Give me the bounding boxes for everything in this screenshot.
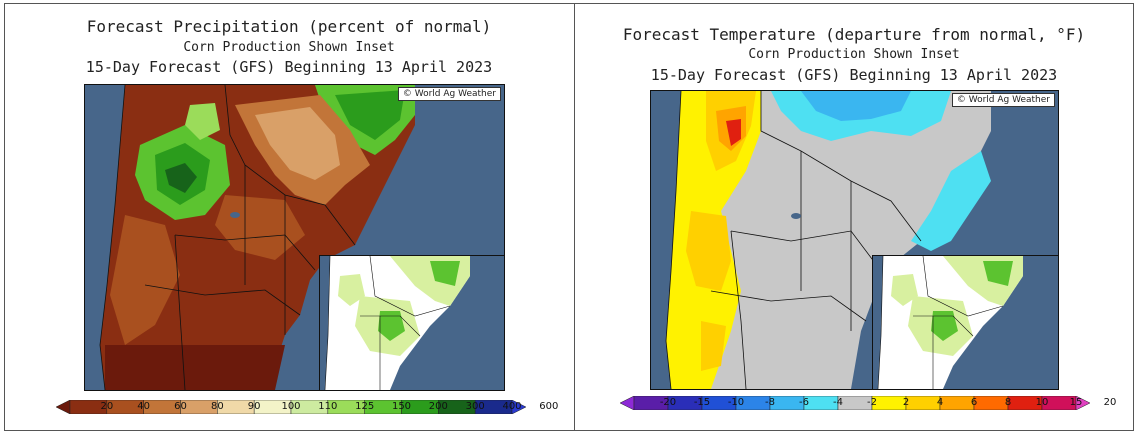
precip-colorbar-max-arrow bbox=[511, 400, 526, 414]
temp-colorbar bbox=[620, 396, 1090, 410]
temp-colorbar-tick-label: -10 bbox=[727, 397, 745, 408]
precip-subtitle: Corn Production Shown Inset bbox=[183, 40, 395, 55]
precip-colorbar-tick-label: 100 bbox=[281, 401, 301, 412]
temp-title: Forecast Temperature (departure from nor… bbox=[622, 25, 1086, 44]
precip-map: © World Ag Weather bbox=[84, 84, 505, 391]
temp-colorbar-tick-label: 20 bbox=[1103, 397, 1117, 408]
precip-corn-inset-graphic bbox=[320, 256, 504, 390]
temp-credit-label: © World Ag Weather bbox=[951, 93, 1055, 107]
panel-divider bbox=[574, 3, 575, 431]
precip-colorbar bbox=[56, 400, 526, 414]
precip-colorbar-tick-label: 600 bbox=[539, 401, 559, 412]
precip-colorbar-tick-label: 300 bbox=[465, 401, 485, 412]
temp-corn-inset bbox=[872, 255, 1058, 389]
precip-colorbar-tick-label: 60 bbox=[174, 401, 187, 412]
temp-map: © World Ag Weather bbox=[650, 90, 1059, 390]
temp-colorbar-swatch bbox=[939, 396, 975, 410]
temp-forecast-line: 15-Day Forecast (GFS) Beginning 13 April… bbox=[650, 66, 1058, 84]
temp-colorbar-tick-label: -15 bbox=[693, 397, 711, 408]
temp-colorbar-tick-label: 10 bbox=[1035, 397, 1049, 408]
temp-colorbar-tick-label: 4 bbox=[936, 397, 944, 408]
temp-colorbar-max-arrow bbox=[1075, 396, 1090, 410]
precip-colorbar-tick-label: 150 bbox=[391, 401, 412, 412]
precip-colorbar-tick-label: 200 bbox=[428, 401, 448, 412]
temp-colorbar-tick-label: -8 bbox=[765, 397, 775, 408]
temp-colorbar-tick-label: -4 bbox=[833, 397, 843, 408]
temp-colorbar-tick-label: 15 bbox=[1069, 397, 1083, 408]
temp-subtitle: Corn Production Shown Inset bbox=[748, 47, 960, 62]
temp-colorbar-tick-label: -6 bbox=[799, 397, 809, 408]
precip-colorbar-tick-label: 80 bbox=[210, 401, 224, 412]
precip-forecast-line: 15-Day Forecast (GFS) Beginning 13 April… bbox=[85, 58, 493, 76]
temp-colorbar-tick-label: -2 bbox=[867, 397, 877, 408]
temperature-panel: Forecast Temperature (departure from nor… bbox=[576, 4, 1132, 430]
temp-colorbar-tick-label: 6 bbox=[970, 397, 978, 408]
temp-colorbar-tick-label: -20 bbox=[659, 397, 677, 408]
precip-colorbar-tick-label: 400 bbox=[502, 401, 522, 412]
temp-colorbar-swatch bbox=[905, 396, 941, 410]
precip-colorbar-tick-label: 110 bbox=[318, 401, 338, 412]
temp-colorbar-tick-label: 8 bbox=[1004, 397, 1012, 408]
figure-frame bbox=[4, 3, 1134, 431]
temp-colorbar-tick-label: 2 bbox=[902, 397, 910, 408]
temp-colorbar-min-arrow bbox=[620, 396, 635, 410]
temp-colorbar-swatch bbox=[973, 396, 1009, 410]
temp-colorbar-swatch bbox=[871, 396, 907, 410]
precip-colorbar-tick-label: 125 bbox=[355, 401, 375, 412]
precipitation-panel: Forecast Precipitation (percent of norma… bbox=[5, 4, 573, 430]
precip-colorbar-tick-label: 40 bbox=[137, 401, 151, 412]
temp-corn-inset-graphic bbox=[873, 256, 1058, 389]
precip-title: Forecast Precipitation (percent of norma… bbox=[86, 17, 492, 36]
precip-colorbar-tick-label: 90 bbox=[247, 401, 261, 412]
precip-colorbar-tick-label: 20 bbox=[100, 401, 114, 412]
precip-credit-label: © World Ag Weather bbox=[397, 87, 501, 101]
precip-corn-inset bbox=[319, 255, 504, 390]
precip-colorbar-min-arrow bbox=[56, 400, 71, 414]
